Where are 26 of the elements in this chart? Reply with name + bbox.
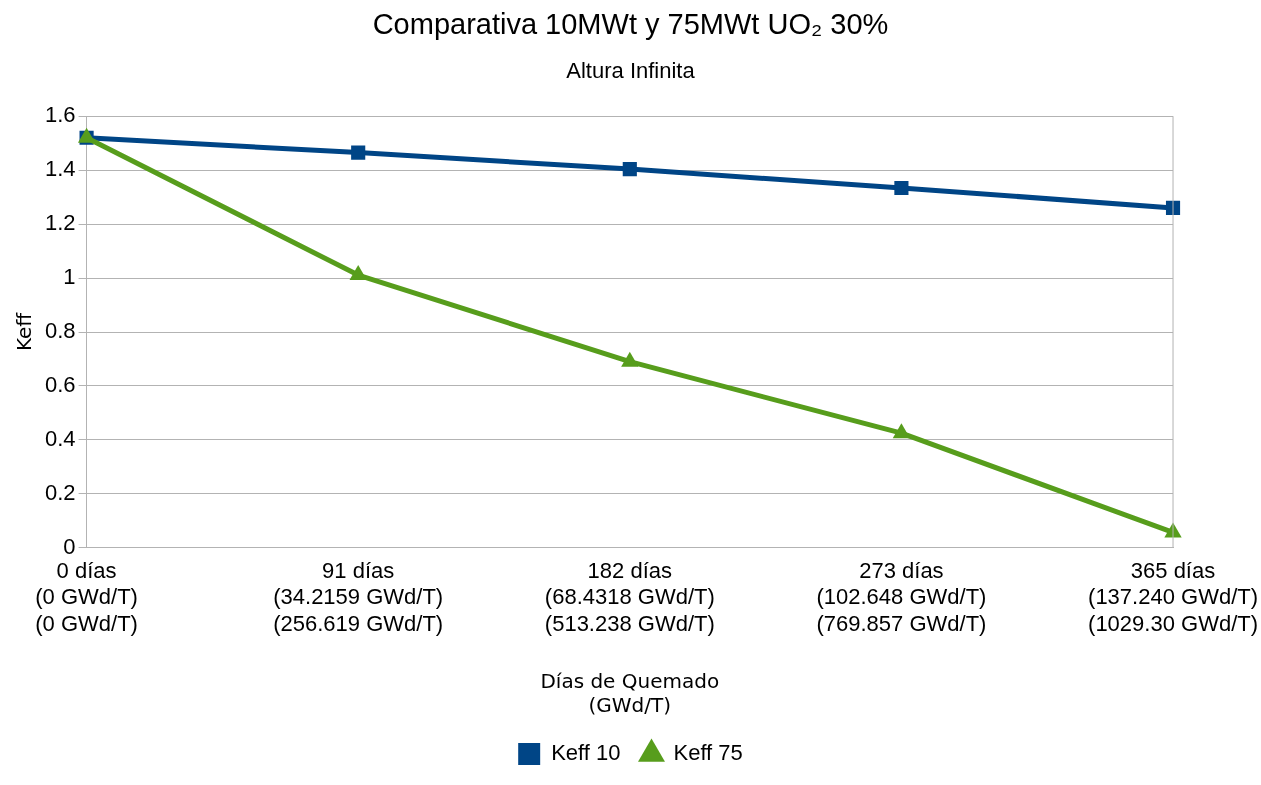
- y-tick-label: 1.6: [44, 102, 76, 128]
- legend-label: Keff 75: [673, 740, 743, 766]
- chart-subtitle: Altura Infinita: [565, 58, 696, 84]
- point: [349, 265, 367, 281]
- y-tick-label: 1: [63, 264, 76, 290]
- x-tick-label: 365 días (137.240 GWd/T) (1029.30 GWd/T): [1088, 558, 1258, 636]
- y-tick-label: 1.4: [44, 156, 76, 182]
- point: [351, 145, 366, 160]
- x-tick-label: 0 días (0 GWd/T) (0 GWd/T): [35, 558, 138, 636]
- legend-label: Keff 10: [551, 740, 621, 766]
- point: [894, 180, 909, 196]
- y-tick-label: 0.2: [44, 479, 76, 505]
- x-axis-title: Días de Quemado (GWd/T): [540, 669, 720, 718]
- y-tick-label: 0.8: [44, 318, 76, 344]
- point: [621, 351, 639, 367]
- y-tick-label: 0.4: [44, 425, 76, 451]
- x-tick-label: 182 días (68.4318 GWd/T) (513.238 GWd/T): [544, 558, 715, 636]
- point: [892, 423, 911, 439]
- y-tick-label: 0: [63, 533, 76, 559]
- chart-title: Comparativa 10MWt y 75MWt UO₂ 30%: [371, 8, 890, 41]
- point: [622, 162, 637, 177]
- x-tick-label: 273 días (102.648 GWd/T) (769.857 GWd/T): [816, 558, 987, 636]
- y-axis-title: Keff: [12, 311, 37, 352]
- x-tick-label: 91 días (34.2159 GWd/T) (256.619 GWd/T): [273, 558, 444, 636]
- y-tick-label: 1.2: [44, 210, 76, 236]
- y-tick-label: 0.6: [44, 372, 76, 398]
